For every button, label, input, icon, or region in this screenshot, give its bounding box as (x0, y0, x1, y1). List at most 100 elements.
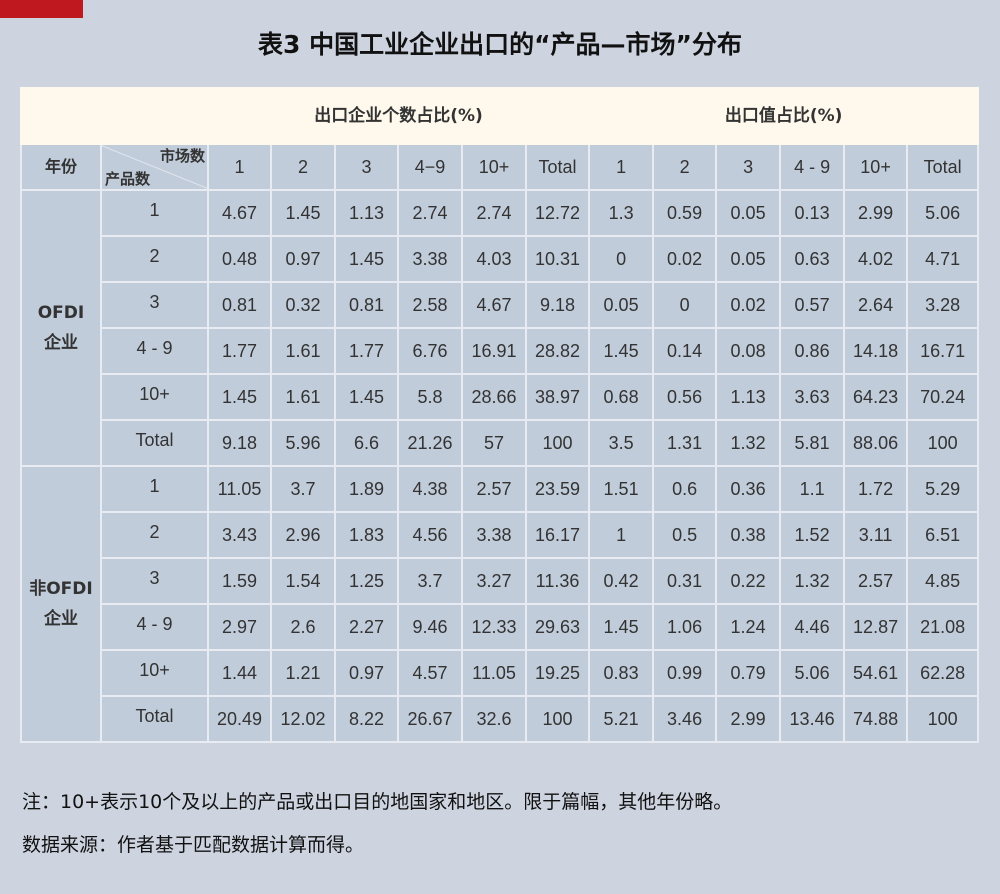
value-cell: 0.81 (207, 281, 272, 329)
count-share-header: 出口企业个数占比(%) (206, 87, 591, 145)
value-cell: 3.5 (588, 419, 655, 467)
value-cell: 32.6 (461, 695, 527, 743)
value-cell: 0.86 (779, 327, 846, 375)
firm-group-label: OFDI 企业 (20, 189, 102, 467)
value-cell: 23.59 (524, 465, 591, 513)
value-cell: 3.46 (652, 695, 718, 743)
column-header: 1 (207, 143, 272, 191)
value-cell: 26.67 (397, 695, 463, 743)
value-cell: 100 (906, 695, 980, 743)
value-cell: 3.43 (207, 511, 272, 559)
value-cell: 2.99 (843, 189, 909, 237)
table-row: 10+ 1.45 1.61 1.45 5.8 28.66 38.97 0.68 0.56 1.13… (21, 373, 980, 421)
group-label-line: 非OFDI (29, 579, 93, 599)
column-header: 1 (588, 143, 655, 191)
value-cell: 12.02 (270, 695, 336, 743)
value-cell: 0.22 (715, 557, 782, 605)
value-cell: 16.71 (906, 327, 980, 375)
value-cell: 1.31 (652, 419, 718, 467)
value-cell: 0.32 (270, 281, 336, 329)
product-count-cell: Total (100, 695, 209, 743)
value-cell: 0.38 (715, 511, 782, 559)
value-cell: 2.96 (270, 511, 336, 559)
value-cell: 4.71 (906, 235, 980, 283)
value-cell: 0.02 (652, 235, 718, 283)
column-header: Total (524, 143, 591, 191)
group-header-row: 出口企业个数占比(%) 出口值占比(%) (20, 87, 980, 145)
value-cell: 70.24 (906, 373, 980, 421)
column-header: 4−9 (397, 143, 463, 191)
value-cell: 62.28 (906, 649, 980, 697)
value-cell: 38.97 (524, 373, 591, 421)
value-cell: 5.8 (397, 373, 463, 421)
value-cell: 16.91 (461, 327, 527, 375)
value-cell: 0.57 (779, 281, 846, 329)
column-header: 2 (270, 143, 336, 191)
data-source: 数据来源：作者基于匹配数据计算而得。 (22, 834, 365, 856)
value-cell: 2.74 (461, 189, 527, 237)
table-row: 2 3.43 2.96 1.83 4.56 3.38 16.17 1 0.5 0.38 1.52 3.… (21, 511, 980, 559)
value-cell: 21.08 (906, 603, 980, 651)
table-row: Total 9.18 5.96 6.6 21.26 57 100 3.5 1.31 1.32 5.8… (21, 419, 980, 467)
value-cell: 16.17 (524, 511, 591, 559)
value-cell: 10.31 (524, 235, 591, 283)
value-cell: 0.36 (715, 465, 782, 513)
value-cell: 3.11 (843, 511, 909, 559)
value-cell: 0.05 (715, 189, 782, 237)
value-cell: 0.59 (652, 189, 718, 237)
value-cell: 100 (906, 419, 980, 467)
value-cell: 28.82 (524, 327, 591, 375)
value-cell: 9.18 (207, 419, 272, 467)
value-cell: 1.45 (270, 189, 336, 237)
value-cell: 3.28 (906, 281, 980, 329)
value-cell: 1.83 (334, 511, 399, 559)
value-cell: 6.76 (397, 327, 463, 375)
value-cell: 2.99 (715, 695, 782, 743)
value-cell: 4.67 (207, 189, 272, 237)
value-cell: 0.5 (652, 511, 718, 559)
product-count-cell: 3 (100, 281, 209, 329)
value-cell: 2.97 (207, 603, 272, 651)
value-cell: 3.63 (779, 373, 846, 421)
value-cell: 3.38 (397, 235, 463, 283)
value-cell: 5.06 (906, 189, 980, 237)
value-cell: 1.25 (334, 557, 399, 605)
value-cell: 0.31 (652, 557, 718, 605)
value-cell: 0.6 (652, 465, 718, 513)
value-cell: 1.52 (779, 511, 846, 559)
column-header-row: 年份 市场数 产品数 1 2 3 4−9 10+ Total 1 2 3 4 - 9 10+ Total (20, 143, 980, 191)
column-header: 2 (652, 143, 718, 191)
value-cell: 12.72 (524, 189, 591, 237)
markets-header: 市场数 (159, 147, 205, 165)
value-cell: 1.06 (652, 603, 718, 651)
value-cell: 2.58 (397, 281, 463, 329)
product-count-cell: Total (100, 419, 209, 467)
value-cell: 12.33 (461, 603, 527, 651)
value-cell: 1.72 (843, 465, 909, 513)
value-cell: 2.6 (270, 603, 336, 651)
value-cell: 1.51 (588, 465, 655, 513)
value-cell: 4.67 (461, 281, 527, 329)
value-cell: 1.32 (715, 419, 782, 467)
firm-group-label: 非OFDI 企业 (20, 465, 102, 743)
value-cell: 0.99 (652, 649, 718, 697)
value-cell: 57 (461, 419, 527, 467)
value-cell: 0.13 (779, 189, 846, 237)
value-cell: 12.87 (843, 603, 909, 651)
value-cell: 14.18 (843, 327, 909, 375)
value-cell: 100 (524, 419, 591, 467)
value-cell: 54.61 (843, 649, 909, 697)
value-cell: 88.06 (843, 419, 909, 467)
value-cell: 100 (524, 695, 591, 743)
value-cell: 0.42 (588, 557, 655, 605)
table-row: 10+ 1.44 1.21 0.97 4.57 11.05 19.25 0.83 0.99 0.7… (21, 649, 980, 697)
value-cell: 2.57 (461, 465, 527, 513)
value-cell: 1.45 (334, 373, 399, 421)
value-cell: 4.57 (397, 649, 463, 697)
value-cell: 4.85 (906, 557, 980, 605)
column-header: 10+ (461, 143, 527, 191)
value-cell: 0.48 (207, 235, 272, 283)
column-header: 3 (334, 143, 399, 191)
table-row: OFDI 企业 1 4.67 1.45 1.13 2.74 2.74 12.72 1.3 0.59 0… (20, 189, 980, 467)
value-cell: 1.61 (270, 327, 336, 375)
